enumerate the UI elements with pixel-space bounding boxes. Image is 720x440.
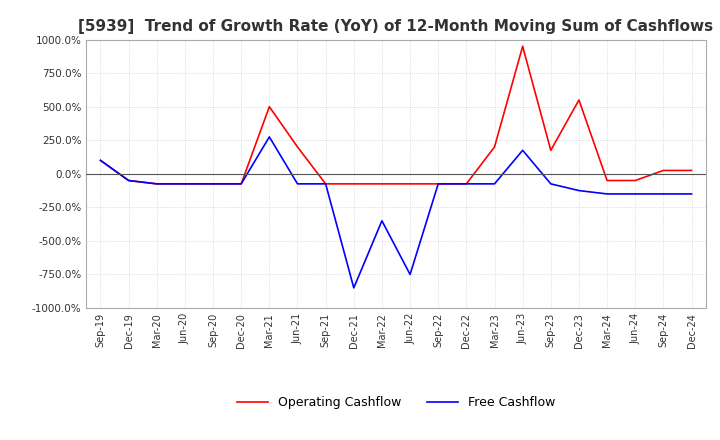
Free Cashflow — [209, 181, 217, 187]
Legend: Operating Cashflow, Free Cashflow: Operating Cashflow, Free Cashflow — [232, 392, 560, 414]
Operating Cashflow — [575, 97, 583, 103]
Free Cashflow — [349, 285, 358, 290]
Free Cashflow — [321, 181, 330, 187]
Operating Cashflow — [659, 168, 667, 173]
Operating Cashflow — [265, 104, 274, 109]
Free Cashflow — [462, 181, 471, 187]
Operating Cashflow — [96, 158, 105, 163]
Operating Cashflow — [687, 168, 696, 173]
Free Cashflow — [181, 181, 189, 187]
Operating Cashflow — [293, 144, 302, 150]
Line: Free Cashflow: Free Cashflow — [101, 137, 691, 288]
Operating Cashflow — [349, 181, 358, 187]
Free Cashflow — [265, 134, 274, 139]
Free Cashflow — [153, 181, 161, 187]
Free Cashflow — [434, 181, 443, 187]
Free Cashflow — [125, 178, 133, 183]
Operating Cashflow — [603, 178, 611, 183]
Free Cashflow — [575, 188, 583, 193]
Operating Cashflow — [237, 181, 246, 187]
Free Cashflow — [237, 181, 246, 187]
Operating Cashflow — [518, 44, 527, 49]
Free Cashflow — [406, 272, 415, 277]
Title: [5939]  Trend of Growth Rate (YoY) of 12-Month Moving Sum of Cashflows: [5939] Trend of Growth Rate (YoY) of 12-… — [78, 19, 714, 34]
Free Cashflow — [96, 158, 105, 163]
Operating Cashflow — [406, 181, 415, 187]
Operating Cashflow — [546, 148, 555, 153]
Free Cashflow — [603, 191, 611, 197]
Operating Cashflow — [462, 181, 471, 187]
Operating Cashflow — [321, 181, 330, 187]
Free Cashflow — [490, 181, 499, 187]
Free Cashflow — [659, 191, 667, 197]
Operating Cashflow — [377, 181, 386, 187]
Free Cashflow — [546, 181, 555, 187]
Operating Cashflow — [490, 144, 499, 150]
Free Cashflow — [687, 191, 696, 197]
Operating Cashflow — [153, 181, 161, 187]
Free Cashflow — [518, 148, 527, 153]
Line: Operating Cashflow: Operating Cashflow — [101, 46, 691, 184]
Operating Cashflow — [181, 181, 189, 187]
Operating Cashflow — [631, 178, 639, 183]
Free Cashflow — [293, 181, 302, 187]
Free Cashflow — [631, 191, 639, 197]
Free Cashflow — [377, 218, 386, 224]
Operating Cashflow — [125, 178, 133, 183]
Operating Cashflow — [434, 181, 443, 187]
Operating Cashflow — [209, 181, 217, 187]
